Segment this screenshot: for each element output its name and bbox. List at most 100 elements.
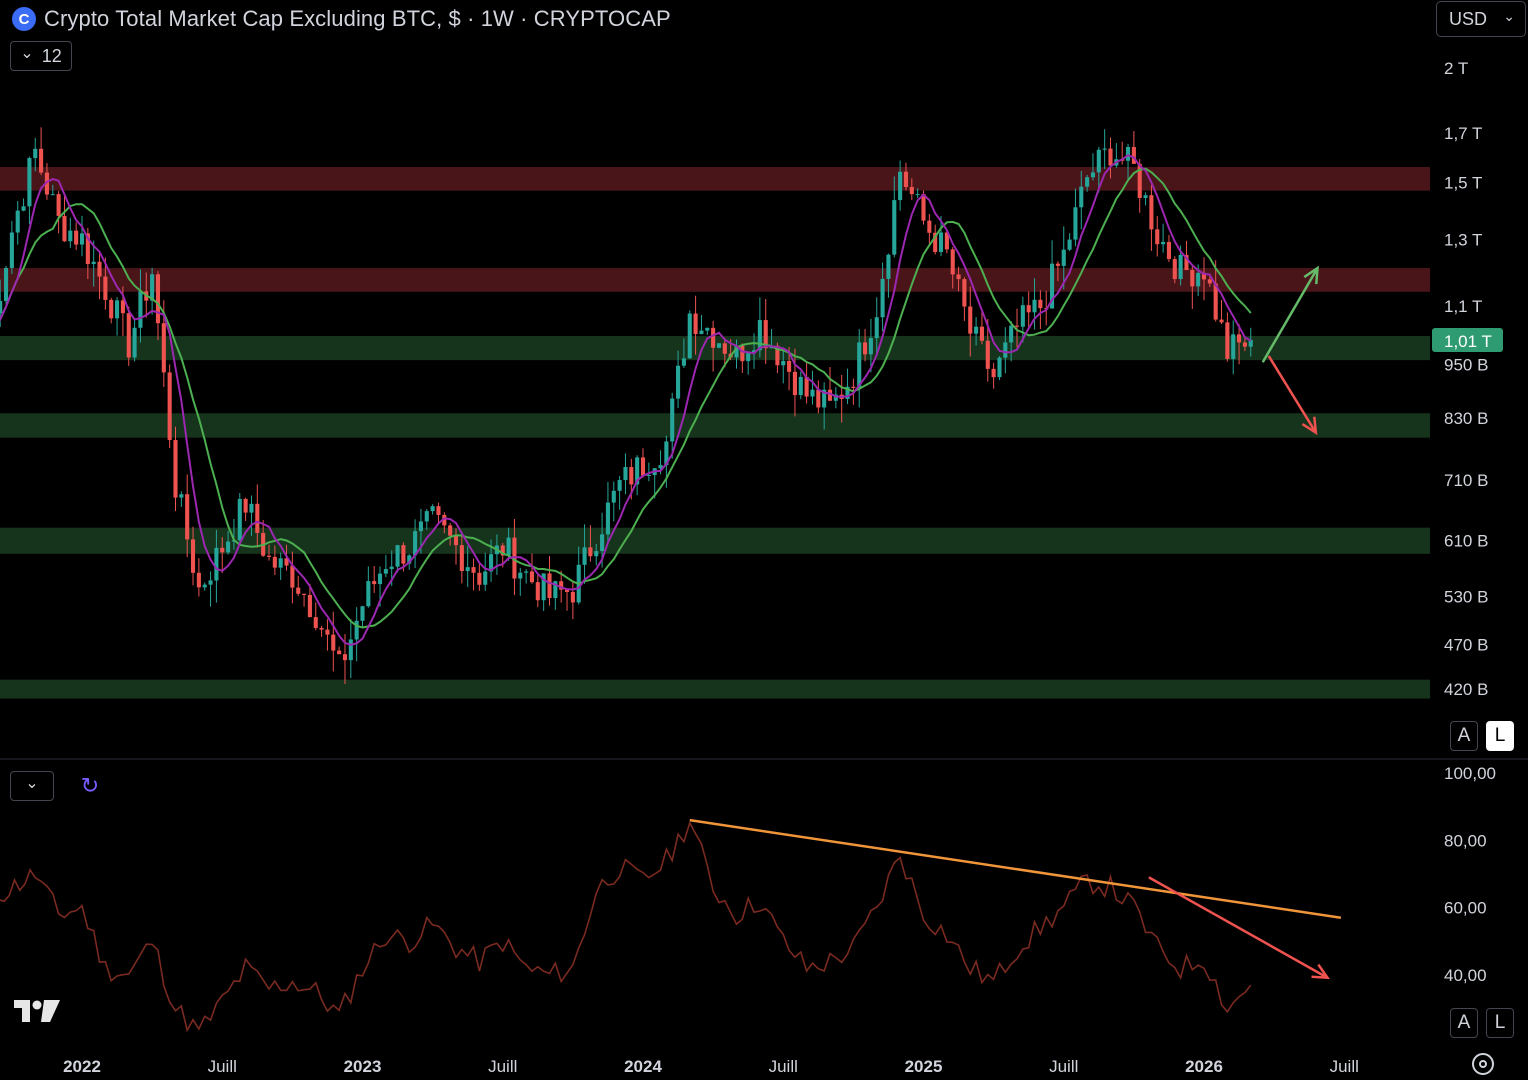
candle-body <box>190 539 196 573</box>
zone-resistance-0 <box>0 167 1430 191</box>
candle-body <box>383 569 388 574</box>
candle-body <box>716 343 722 348</box>
time-tick-label: 2026 <box>1185 1057 1223 1076</box>
time-axis[interactable]: 2022 Juill 2023 Juill 2024 Juill 2025 Juill 2026… <box>63 1057 1359 1076</box>
candle-body <box>711 327 716 348</box>
indicator-count: 12 <box>41 45 62 66</box>
candle-body <box>1161 241 1166 245</box>
candle-body <box>424 511 429 522</box>
candle-body <box>664 441 669 466</box>
price-axis[interactable]: 2 T 1,7 T 1,5 T 1,3 T 1,1 T 950 B 830 B 710 B 61… <box>1444 59 1488 699</box>
candle-body <box>366 581 371 607</box>
candle-body <box>892 200 897 255</box>
indicators-collapse-button[interactable]: ⌄ 12 <box>10 41 72 71</box>
candle-body <box>167 372 172 441</box>
rsi-tick-label: 40,00 <box>1444 966 1487 985</box>
price-auto-scale-button[interactable]: A <box>1450 721 1478 751</box>
sync-icon[interactable]: ↻ <box>80 773 100 798</box>
candle-body <box>97 261 102 277</box>
candle-body <box>214 547 219 581</box>
candle-body <box>284 558 289 566</box>
candle-body <box>1020 305 1025 327</box>
candle-body <box>79 233 85 245</box>
candle-body <box>827 389 833 401</box>
candle-body <box>950 249 955 275</box>
rsi-trendline <box>689 818 1342 920</box>
candle-body <box>833 394 838 401</box>
price-zones <box>0 167 1430 699</box>
candle-body <box>886 254 891 279</box>
candle-body <box>816 389 821 408</box>
candle-body <box>1231 334 1236 359</box>
rsi-tick-label: 80,00 <box>1444 831 1487 850</box>
candle-body <box>880 278 885 318</box>
price-tick-label: 1,7 T <box>1444 124 1482 143</box>
candle-body <box>553 581 558 599</box>
rsi-auto-scale-button[interactable]: A <box>1450 1008 1478 1038</box>
candle-body <box>68 230 73 242</box>
candle-body <box>459 545 464 572</box>
candle-body <box>302 593 307 595</box>
price-tick-label: 830 B <box>1444 409 1488 428</box>
candle-body <box>44 172 49 195</box>
candle-body <box>1026 305 1031 313</box>
candle-body <box>588 547 593 557</box>
candle-body <box>787 360 792 372</box>
candle-body <box>1237 334 1242 343</box>
candle-body <box>564 589 570 592</box>
rsi-arrow-down <box>1148 876 1331 980</box>
price-log-scale-button[interactable]: L <box>1486 721 1514 751</box>
currency-select[interactable]: USD ⌄ <box>1436 1 1526 37</box>
candle-body <box>1009 325 1014 343</box>
tradingview-logo-icon <box>14 998 60 1029</box>
candle-body <box>395 545 400 567</box>
candle-body <box>138 291 143 328</box>
price-tick-label: 1,5 T <box>1444 174 1482 193</box>
gear-icon[interactable] <box>1472 1053 1494 1075</box>
candle-body <box>319 627 324 630</box>
candle-body <box>15 210 20 233</box>
candle-body <box>670 398 675 442</box>
candle-body <box>617 480 622 491</box>
candle-body <box>21 206 26 211</box>
candle-body <box>155 274 161 324</box>
candle-body <box>354 620 359 640</box>
rsi-log-scale-button[interactable]: L <box>1486 1008 1514 1038</box>
rsi-collapse-button[interactable]: ⌄ <box>10 771 54 801</box>
rsi-axis[interactable]: 100,00 80,00 60,00 40,00 <box>1444 764 1496 985</box>
candle-body <box>255 503 260 533</box>
candle-body <box>1149 195 1154 230</box>
candle-body <box>693 313 698 335</box>
time-tick-label: Juill <box>208 1057 237 1076</box>
candle-body <box>535 582 540 601</box>
candle-body <box>559 581 564 590</box>
candle-body <box>997 357 1002 378</box>
candle-body <box>413 531 418 556</box>
candle-body <box>477 572 482 585</box>
candle-body <box>722 343 727 354</box>
candle-body <box>506 537 511 556</box>
candle-body <box>453 535 459 546</box>
candle-body <box>547 573 552 599</box>
candle-body <box>1190 270 1195 287</box>
price-tick-label: 2 T <box>1444 59 1468 78</box>
candle-body <box>483 571 488 585</box>
candle-body <box>407 555 412 564</box>
symbol-title[interactable]: Crypto Total Market Cap Excluding BTC, $… <box>44 6 671 31</box>
candle-body <box>1196 272 1201 287</box>
time-tick-label: 2022 <box>63 1057 101 1076</box>
candle-body <box>985 340 990 369</box>
candle-body <box>915 194 920 196</box>
candle-body <box>1207 279 1212 284</box>
zone-support-5 <box>0 679 1430 699</box>
arrow-up-scenario <box>1261 265 1319 363</box>
candle-body <box>845 386 850 399</box>
candle-body <box>1096 149 1101 173</box>
time-tick-label: Juill <box>488 1057 517 1076</box>
rsi-line <box>0 820 1252 1033</box>
candle-body <box>798 376 803 396</box>
candle-body <box>1003 342 1008 358</box>
candle-body <box>103 276 108 300</box>
candle-body <box>874 317 879 339</box>
